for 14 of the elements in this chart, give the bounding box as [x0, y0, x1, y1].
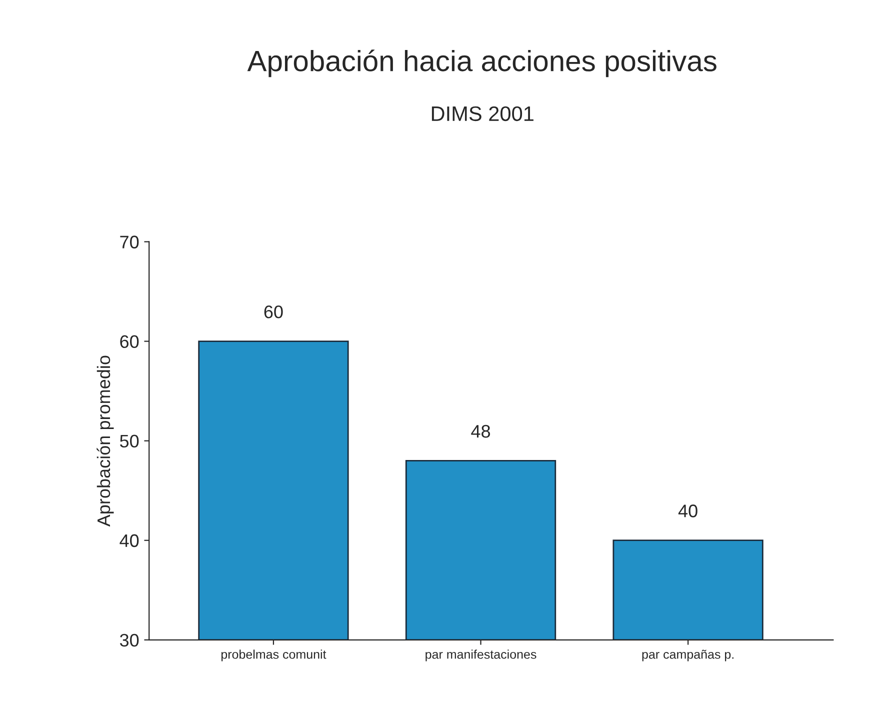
y-tick-label: 30 — [120, 634, 139, 647]
data-label: 40 — [678, 504, 698, 518]
x-tick-label: par manifestaciones — [426, 650, 536, 662]
y-tick-label: 40 — [120, 534, 139, 548]
chart-title: Aprobación hacia acciones positivas — [247, 50, 716, 78]
chart-subtitle: DIMS 2001 — [432, 106, 534, 122]
y-axis-title: Aprobación promedio — [96, 356, 114, 527]
data-label: 60 — [264, 305, 283, 318]
y-tick-label: 50 — [120, 434, 139, 448]
data-label: 48 — [471, 424, 490, 438]
y-tick-label: 60 — [120, 335, 139, 348]
x-tick-label: probelmas comunit — [221, 650, 326, 662]
y-tick-label: 70 — [120, 236, 139, 248]
x-tick-label: par campañas p. — [642, 650, 734, 662]
